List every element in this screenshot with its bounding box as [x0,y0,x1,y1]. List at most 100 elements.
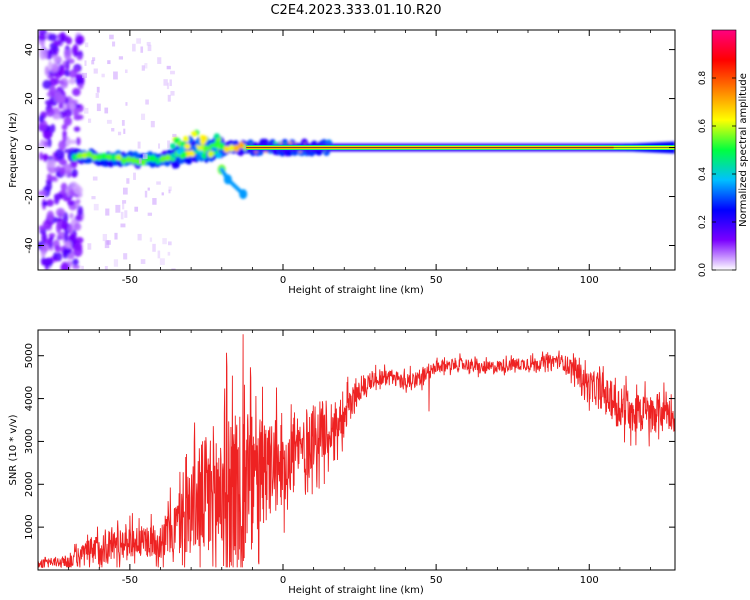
spectrogram-faint-cell [125,69,128,74]
spectrogram-noise-cell [53,39,62,47]
spectrogram-cluster-cell [169,143,176,150]
spectrogram-faint-cell [87,118,92,123]
spectrogram-faint-cell [123,128,126,134]
spectrogram-cluster-cell [191,145,198,152]
spectrogram-ridge-core [155,157,162,165]
spectrogram-noise-cell [64,48,72,61]
spectrogram-noise-cell [42,128,52,140]
spectrogram-faint-cell [84,107,89,114]
spectrogram-faint-cell [125,102,128,106]
spectrogram-faint-cell [161,192,164,196]
spectrogram-faint-cell [166,65,171,70]
spectrogram-cluster-cell [191,131,198,138]
spectrogram-noise-cell [42,79,52,90]
spectrogram-noise-cell [73,126,81,132]
spectrogram-faint-cell [150,120,155,128]
spectrogram-faint-cell [167,251,171,256]
spectrogram-faint-cell [147,187,150,191]
snr-xlabel: Height of straight line (km) [288,585,424,596]
y-tick-label: 20 [24,92,35,105]
spectrogram-faint-cell [84,60,87,66]
spectrogram-ridge-core [228,144,235,152]
spectrogram-noise-cell [48,233,56,238]
spectrogram-noise-cell [58,140,67,151]
spectrogram-noise-cell [67,200,75,206]
spectrogram-faint-cell [126,178,130,184]
spectrogram-cluster-cell [181,151,188,158]
spectrogram-noise-cell [54,148,65,161]
spectrogram-cluster-cell [207,151,214,158]
spectrogram-noise-cell [76,55,83,61]
spectrogram-noise-cell [60,182,68,192]
spectrogram-faint-cell [168,189,171,194]
spectrogram-noise-cell [63,108,73,118]
spectrogram-noise-cell [55,222,61,234]
spectrogram-faint-cell [113,71,118,80]
spectrogram-cluster-cell [213,133,220,140]
spectrogram-noise-cell [54,245,62,253]
spectrogram-noise-cell [40,250,46,258]
spectrogram-ridge-core [96,153,103,161]
colorbar-tick-label: 0.2 [698,215,708,229]
chart-title: C2E4.2023.333.01.10.R20 [270,3,441,18]
spectrogram-panel: -50 0 50 100 -40 -20 0 20 40 Height of straight … [8,29,676,296]
spectrogram-cluster-cell [215,152,222,159]
spectrogram-noise-cell [70,181,78,188]
colorbar: 0.0 0.2 0.4 0.6 0.8 Normalized spectral ampl… [698,29,749,278]
spectrogram-noise-cell [58,103,64,110]
spectrogram-faint-cell [163,79,168,86]
spectrogram-noise-cell [38,33,47,41]
spectrogram-noise-cell [38,30,48,36]
spectrogram-noise-cell [51,63,59,73]
spectrogram-ridge-core [233,144,240,152]
spectrogram-faint-cell [120,211,124,220]
spectrogram-ridge-core [101,152,108,160]
colorbar-tick-label: 0.8 [698,71,708,86]
spectrogram-noise-cell [42,201,48,206]
spectrogram-ridge-core [71,153,78,161]
spectrogram-faint-cell [132,43,136,52]
spectrogram-heatmap [38,30,675,270]
y-tick-label: 3000 [24,429,35,454]
spectrogram-faint-cell [112,41,116,47]
spectrogram-faint-cell [141,113,146,120]
spectrogram-cluster-cell [183,135,190,142]
y-tick-label: 4000 [24,386,35,411]
spectrogram-faint-cell [93,203,99,211]
spectrogram-faint-cell [91,196,96,200]
spectrogram-noise-cell [46,159,57,168]
spectrogram-faint-cell [168,241,172,246]
spectrogram-noise-cell [62,249,69,259]
x-tick-label: -50 [122,275,138,286]
spectrogram-faint-cell [102,233,108,242]
spectrogram-noise-cell [43,153,48,163]
spectrogram-ylabel: Frequency (Hz) [8,112,19,188]
spectrogram-faint-cell [158,143,161,149]
spectrogram-noise-cell [61,124,68,131]
spectrogram-noise-cell [41,258,52,267]
spectrogram-cluster-cell [184,143,191,150]
spectrogram-faint-cell [159,258,165,265]
y-tick-label: 40 [24,43,35,56]
spectrogram-ridge-core [106,153,113,161]
y-tick-label: 5000 [24,343,35,368]
spectrogram-noise-cell [47,33,58,42]
colorbar-tick-label: 0.0 [698,263,708,278]
spectrogram-faint-cell [156,181,161,185]
colorbar-frame [711,29,737,271]
spectrogram-ridge-core [76,152,83,160]
spectrogram-ridge-core [110,153,117,161]
spectrogram-faint-cell [84,42,89,48]
y-tick-label: 1000 [24,514,35,539]
spectrogram-xlabel: Height of straight line (km) [288,285,424,296]
x-tick-label: 0 [280,575,286,586]
colorbar-tick-label: 0.6 [698,119,708,134]
spectrogram-faint-cell [167,94,171,102]
spectrogram-faint-cell [157,250,161,259]
spectrogram-faint-cell [140,259,146,264]
spectrogram-faint-cell [136,38,141,44]
spectrogram-faint-cell [82,72,88,78]
spectrogram-noise-cell [52,78,60,85]
spectrogram-noise-cell [54,195,60,205]
spectrogram-ridge-core [159,155,166,163]
